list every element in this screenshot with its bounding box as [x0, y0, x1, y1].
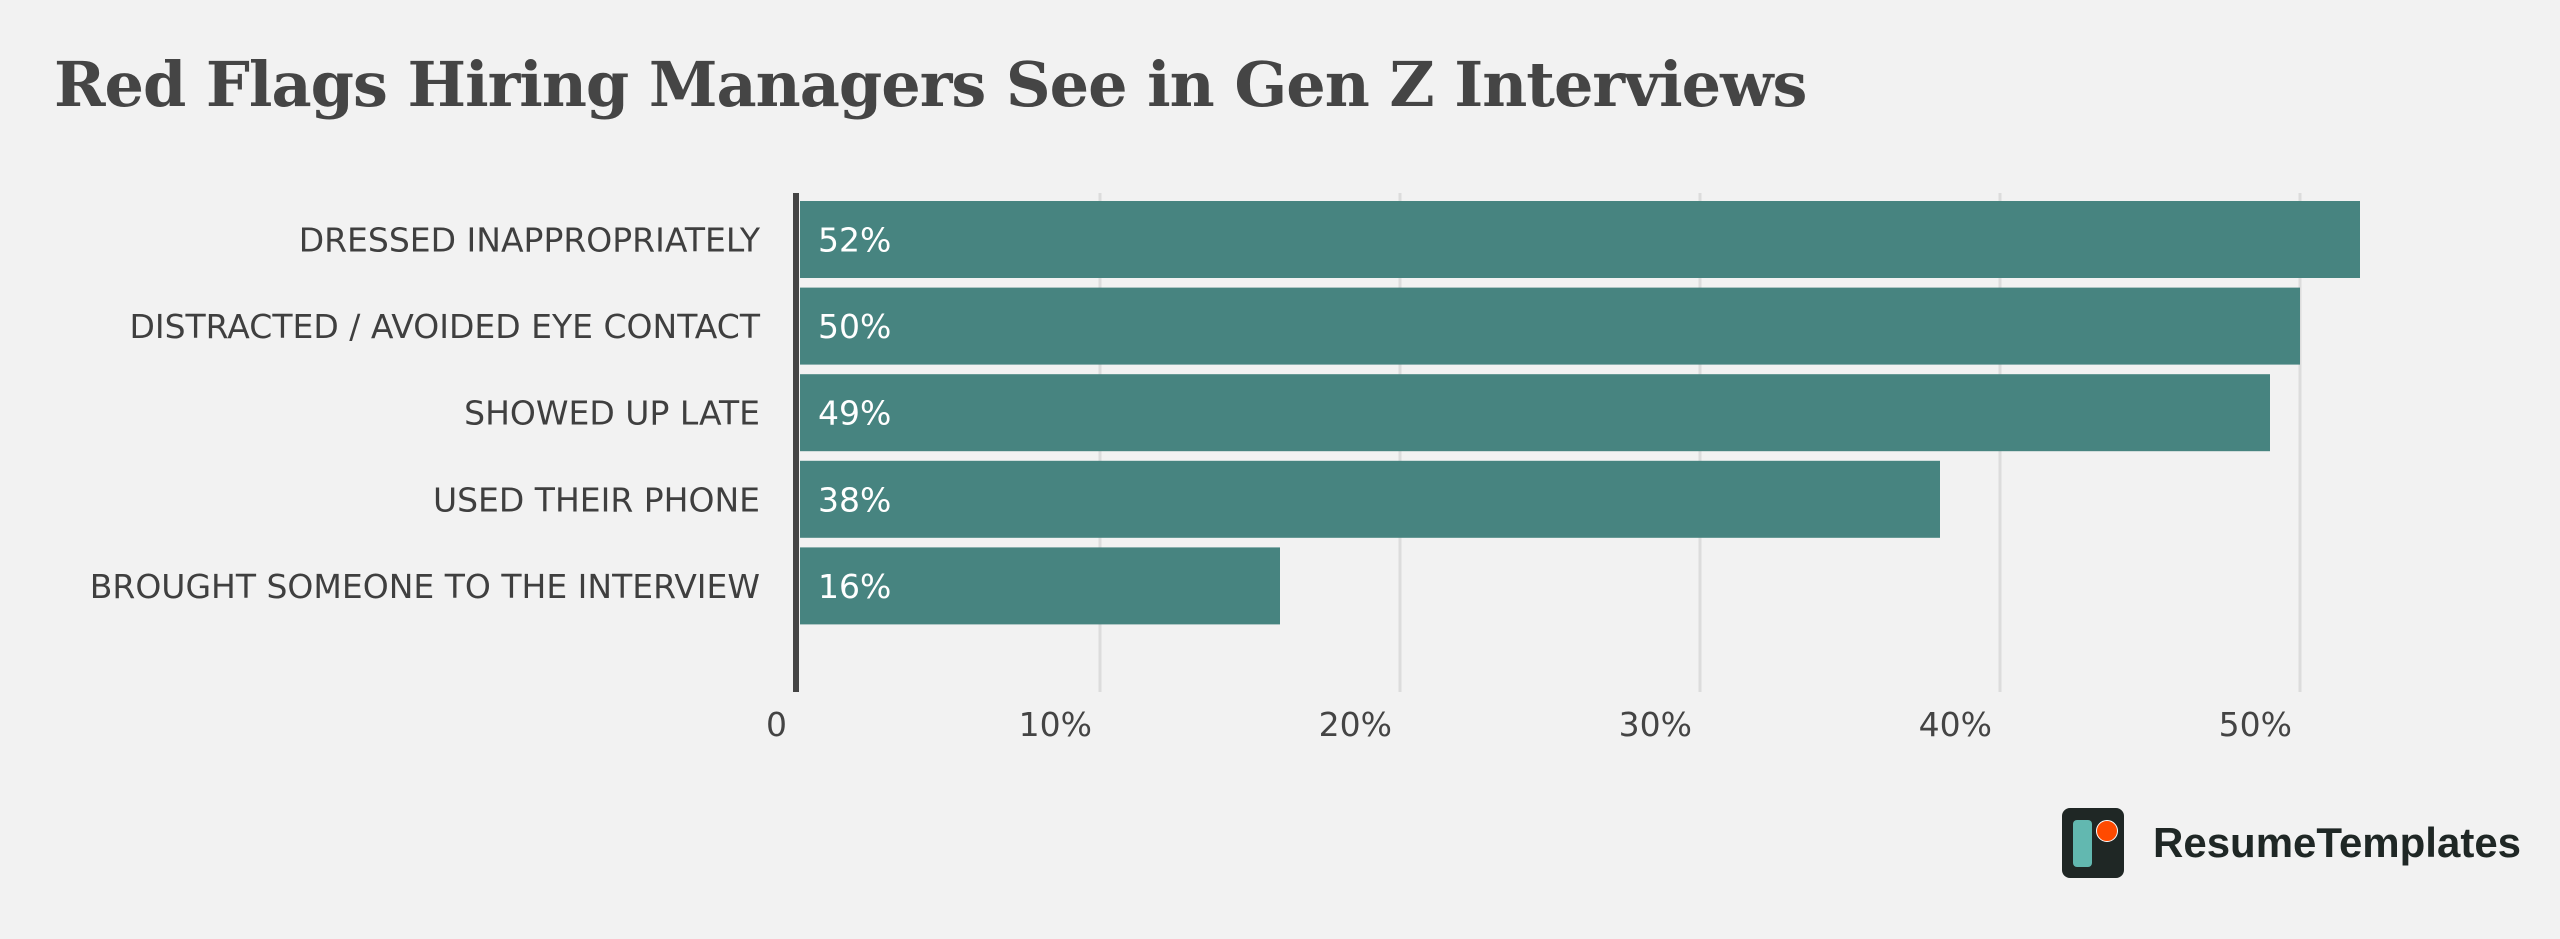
- bar: [800, 201, 2360, 278]
- x-tick-label: 50%: [2219, 705, 2292, 744]
- bar-value-label: 49%: [818, 394, 891, 433]
- category-label: BROUGHT SOMEONE TO THE INTERVIEW: [90, 567, 760, 606]
- chart-title: Red Flags Hiring Managers See in Gen Z I…: [54, 48, 1807, 121]
- brand-name: ResumeTemplates: [2153, 819, 2522, 866]
- bar: [800, 287, 2300, 365]
- x-tick-label: 0: [766, 705, 787, 744]
- bar: [800, 547, 1280, 625]
- bar-value-label: 16%: [818, 567, 891, 606]
- bar-value-label: 50%: [818, 307, 891, 346]
- x-tick-label: 30%: [1619, 705, 1692, 744]
- x-tick-label: 10%: [1019, 705, 1092, 744]
- category-label: DISTRACTED / AVOIDED EYE CONTACT: [129, 307, 760, 346]
- brand-logo: ResumeTemplates: [2062, 808, 2521, 878]
- bar-value-label: 38%: [818, 480, 891, 519]
- category-label: DRESSED INAPPROPRIATELY: [299, 221, 761, 260]
- bar: [800, 460, 1940, 538]
- category-label: USED THEIR PHONE: [433, 480, 760, 519]
- category-label: SHOWED UP LATE: [464, 394, 760, 433]
- bar-value-label: 52%: [818, 221, 891, 260]
- brand-logo-icon: [2062, 808, 2124, 878]
- x-tick-label: 20%: [1319, 705, 1392, 744]
- x-tick-label: 40%: [1919, 705, 1992, 744]
- bar: [800, 374, 2270, 452]
